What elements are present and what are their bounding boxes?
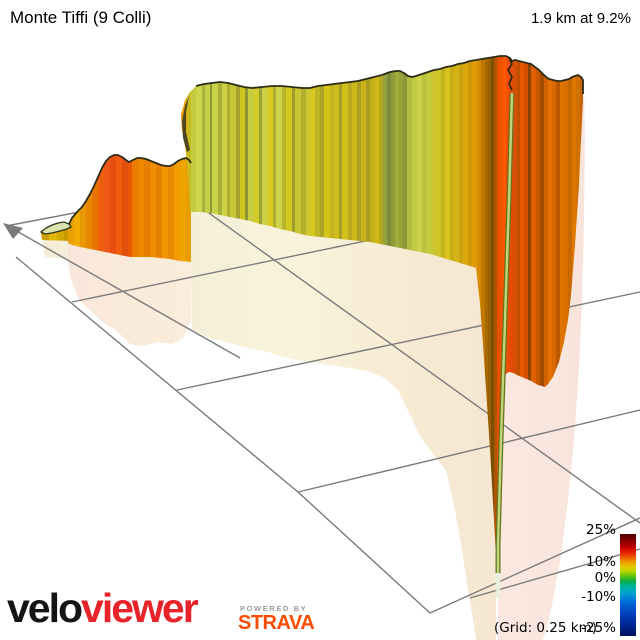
legend-label: 0% [594, 570, 616, 586]
page-title: Monte Tiffi (9 Colli) [10, 8, 152, 27]
grid-note: (Grid: 0.25 km) [493, 620, 597, 636]
powered-by-label: POWERED BY [240, 604, 308, 613]
climb-stats: 1.9 km at 9.2% [530, 10, 631, 27]
logo-velo: velo [7, 585, 83, 631]
wall-notch [182, 96, 190, 152]
gorge-road-ribbon-inner [496, 92, 514, 573]
legend-label: -25% [581, 620, 616, 636]
ground-shadow [68, 240, 191, 346]
grid-line [429, 517, 640, 614]
legend-label: -10% [581, 589, 616, 605]
logo-viewer: viewer [81, 585, 199, 631]
ground-shadow [190, 212, 496, 640]
grid-line [15, 256, 431, 614]
profile-crest-line [67, 154, 192, 227]
legend-label: 10% [585, 554, 616, 570]
grid-line [187, 197, 640, 524]
veloviewer-logo: veloviewer [7, 585, 199, 631]
grid-line [297, 409, 640, 493]
summit-switchback-line [507, 57, 513, 91]
profile-crest-line [195, 55, 584, 94]
gorge-ribbon-tip [495, 573, 501, 598]
front-towers-wall [68, 155, 191, 262]
grid-line [5, 224, 241, 359]
strava-logo: STRAVA [238, 612, 315, 634]
north-arrow-icon [3, 223, 23, 239]
legend-label: 25% [585, 522, 616, 538]
gradient-colorbar [620, 534, 636, 636]
start-road-surface [39, 221, 72, 235]
ground-shadow [498, 88, 585, 640]
